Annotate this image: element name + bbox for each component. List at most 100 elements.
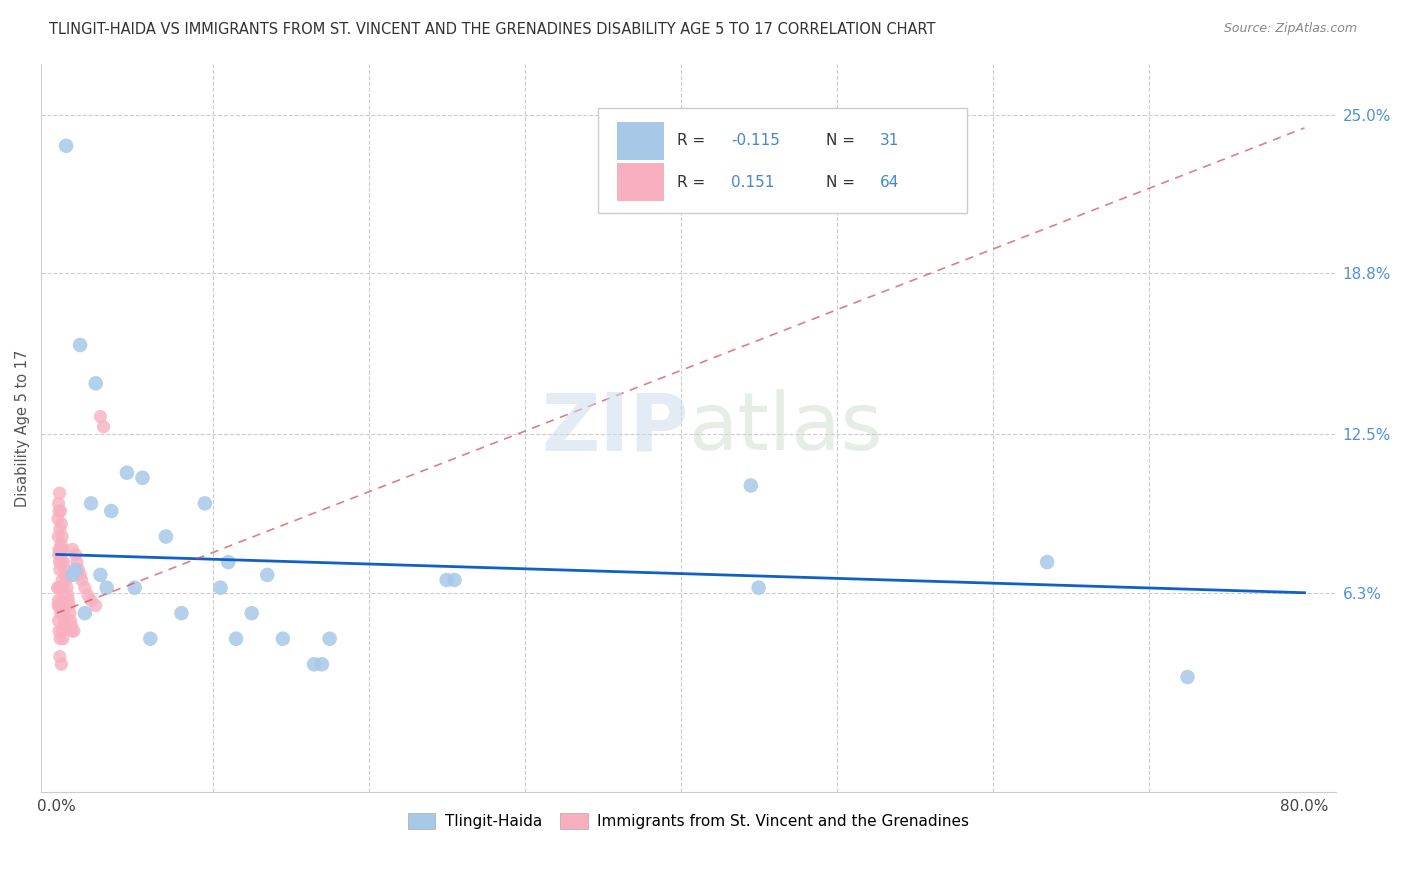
Text: Source: ZipAtlas.com: Source: ZipAtlas.com: [1223, 22, 1357, 36]
Point: [443, 573, 465, 587]
Point: [49, 522, 72, 536]
Point: [55, 138, 77, 153]
Point: [69, 567, 91, 582]
Point: [84, 376, 107, 391]
Text: N =: N =: [825, 133, 859, 148]
Point: [209, 581, 232, 595]
Point: [60, 542, 83, 557]
Point: [59, 606, 82, 620]
Point: [748, 581, 770, 595]
Point: [1036, 555, 1059, 569]
Point: [84, 599, 107, 613]
Point: [311, 657, 333, 672]
Point: [46, 599, 69, 613]
Point: [52, 555, 75, 569]
Point: [48, 504, 70, 518]
Point: [53, 614, 76, 628]
Point: [80, 496, 103, 510]
Point: [49, 537, 72, 551]
Point: [131, 471, 153, 485]
Point: [100, 504, 122, 518]
Point: [256, 567, 278, 582]
Point: [58, 599, 80, 613]
Point: [56, 588, 79, 602]
Point: [49, 606, 72, 620]
Point: [67, 563, 90, 577]
Point: [51, 516, 73, 531]
Point: [77, 588, 100, 602]
Point: [49, 632, 72, 646]
Point: [436, 573, 458, 587]
Point: [58, 593, 80, 607]
Point: [96, 581, 118, 595]
Point: [124, 581, 146, 595]
Point: [240, 606, 263, 620]
Point: [52, 606, 75, 620]
Point: [49, 548, 72, 562]
Point: [48, 581, 70, 595]
Point: [73, 581, 96, 595]
Point: [51, 555, 73, 569]
Point: [49, 599, 72, 613]
Point: [225, 632, 247, 646]
Point: [46, 593, 69, 607]
Point: [51, 573, 73, 587]
Y-axis label: Disability Age 5 to 17: Disability Age 5 to 17: [15, 350, 30, 507]
Text: N =: N =: [825, 175, 859, 190]
Point: [302, 657, 325, 672]
Point: [217, 555, 239, 569]
Point: [66, 555, 89, 569]
Text: 31: 31: [880, 133, 900, 148]
Text: 0.151: 0.151: [731, 175, 775, 190]
Point: [170, 606, 193, 620]
Point: [49, 649, 72, 664]
Point: [51, 530, 73, 544]
Text: R =: R =: [676, 133, 710, 148]
Point: [89, 567, 111, 582]
Point: [89, 409, 111, 424]
Point: [740, 478, 762, 492]
Point: [73, 606, 96, 620]
Point: [115, 466, 138, 480]
Point: [49, 581, 72, 595]
Point: [55, 573, 77, 587]
Point: [56, 581, 79, 595]
Point: [46, 581, 69, 595]
Point: [70, 573, 93, 587]
Text: ZIP: ZIP: [541, 389, 689, 467]
Point: [53, 567, 76, 582]
Point: [59, 614, 82, 628]
FancyBboxPatch shape: [617, 122, 664, 160]
Text: R =: R =: [676, 175, 710, 190]
Text: atlas: atlas: [689, 389, 883, 467]
Point: [48, 614, 70, 628]
Legend: Tlingit-Haida, Immigrants from St. Vincent and the Grenadines: Tlingit-Haida, Immigrants from St. Vince…: [402, 807, 974, 835]
Point: [69, 338, 91, 352]
Point: [65, 563, 87, 577]
Point: [93, 419, 115, 434]
Point: [48, 624, 70, 638]
Point: [46, 511, 69, 525]
Text: -0.115: -0.115: [731, 133, 780, 148]
Point: [51, 657, 73, 672]
Point: [155, 530, 177, 544]
Point: [60, 567, 83, 582]
Point: [318, 632, 340, 646]
Point: [1177, 670, 1199, 684]
FancyBboxPatch shape: [598, 108, 967, 213]
Point: [53, 619, 76, 633]
Text: TLINGIT-HAIDA VS IMMIGRANTS FROM ST. VINCENT AND THE GRENADINES DISABILITY AGE 5: TLINGIT-HAIDA VS IMMIGRANTS FROM ST. VIN…: [49, 22, 936, 37]
Point: [49, 593, 72, 607]
Point: [49, 542, 72, 557]
Point: [63, 624, 86, 638]
Point: [48, 548, 70, 562]
Point: [139, 632, 162, 646]
Point: [194, 496, 217, 510]
Point: [52, 632, 75, 646]
Point: [48, 555, 70, 569]
Point: [48, 496, 70, 510]
Point: [52, 581, 75, 595]
Point: [80, 593, 103, 607]
Point: [60, 619, 83, 633]
FancyBboxPatch shape: [617, 163, 664, 201]
